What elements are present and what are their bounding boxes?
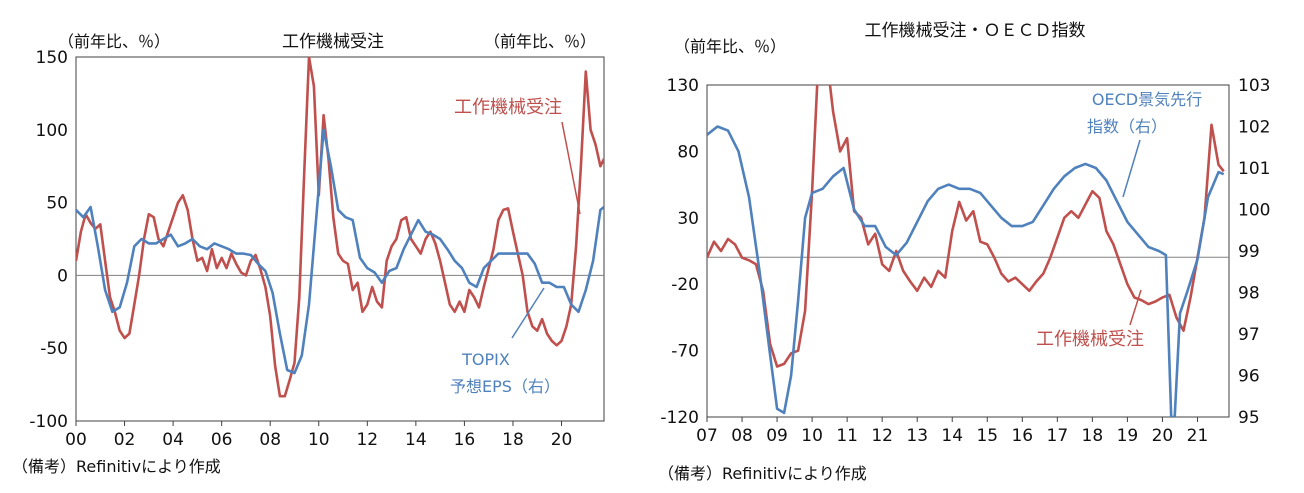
x-tick-label: 18 [502,430,524,450]
series-group [76,57,604,398]
x-tick-label: 21 [1187,426,1209,446]
right-y-tick-label: 102 [1238,118,1270,138]
y-tick-label: -50 [40,339,68,359]
right-axis-unit: （前年比、％） [484,32,596,51]
x-tick-label: 00 [65,430,87,450]
x-tick-label: 09 [766,426,788,446]
left-y-tick-label: -70 [671,342,699,362]
x-tick-label: 19 [1117,426,1139,446]
x-tick-label: 14 [405,430,427,450]
left-y-tick-label: 130 [667,76,699,96]
x-tick-label: 18 [1082,426,1104,446]
y-tick-label: 0 [57,266,68,286]
chart-title: 工作機械受注 [282,32,384,52]
series-line-topix-eps [76,128,604,375]
right-y-tick-label: 97 [1238,325,1260,345]
annotation-pointer-orders [561,121,581,215]
annotation-pointer-oecd [1122,139,1141,198]
annotation-pointer-eps [511,287,545,339]
right-y-tick-label: 100 [1238,201,1270,221]
left-y-tick-label: -120 [660,408,699,428]
right-y-tick-label: 103 [1238,76,1270,96]
left-y-tick-label: 80 [677,142,699,162]
y-tick-label: 150 [36,48,68,68]
x-tick-label: 11 [836,426,858,446]
x-tick-label: 08 [731,426,753,446]
series-line-oecd [707,125,1225,417]
chart-title: 工作機械受注・ＯＥＣＤ指数 [865,21,1086,41]
x-axis-ticks: 00 02 04 06 08 10 12 14 16 18 20 [65,421,572,450]
annotation-machine-tool-orders: 工作機械受注 [1036,329,1144,350]
right-y-tick-label: 99 [1238,242,1260,262]
y-tick-label: -100 [29,412,68,432]
source-note: （備考）Refinitivにより作成 [12,457,221,476]
left-axis-unit: （前年比、％） [674,37,786,56]
left-y-axis-ticks: -120 -70 -20 30 80 130 [660,76,699,428]
x-tick-label: 06 [211,430,233,450]
plot-area-frame [75,56,605,422]
x-tick-label: 17 [1047,426,1069,446]
chart-orders-oecd: -120 -70 -20 30 80 130 95 96 97 98 99 100 101 102 103… [658,21,1270,483]
left-y-tick-label: 30 [677,209,699,229]
annotation-machine-tool-orders: 工作機械受注 [454,97,562,118]
y-tick-label: 100 [36,121,68,141]
x-tick-label: 07 [696,426,718,446]
left-y-tick-label: -20 [671,275,699,295]
x-axis-ticks: 07 08 09 10 11 12 13 14 15 16 17 18 19 20 21 [696,417,1208,446]
right-y-axis-ticks: 95 96 97 98 99 100 101 102 103 [1238,76,1270,428]
x-tick-label: 16 [1011,426,1033,446]
y-axis-ticks: -100 -50 0 50 100 150 [29,48,68,432]
x-tick-label: 08 [259,430,281,450]
annotation-pointer-orders [1129,289,1142,326]
series-group [707,85,1225,417]
x-tick-label: 16 [454,430,476,450]
y-tick-label: 50 [46,194,68,214]
annotation-oecd-right: 指数（右） [1087,117,1167,136]
annotation-eps: 予想EPS（右） [450,377,560,396]
annotation-oecd: OECD景気先行 [1092,90,1202,109]
right-y-tick-label: 95 [1238,408,1260,428]
x-tick-label: 10 [801,426,823,446]
plot-area-frame [706,84,1230,418]
right-y-tick-label: 96 [1238,367,1260,387]
x-tick-label: 13 [906,426,928,446]
source-note: （備考）Refinitivにより作成 [658,464,867,483]
x-tick-label: 02 [114,430,136,450]
x-tick-label: 12 [356,430,378,450]
annotation-topix: TOPIX [461,350,510,369]
x-tick-label: 14 [941,426,963,446]
x-tick-label: 20 [1152,426,1174,446]
x-tick-label: 20 [551,430,573,450]
right-y-tick-label: 98 [1238,284,1260,304]
series-line-orders [76,57,604,398]
x-tick-label: 10 [308,430,330,450]
x-tick-label: 12 [871,426,893,446]
right-y-tick-label: 101 [1238,159,1270,179]
x-tick-label: 04 [162,430,184,450]
left-axis-unit: （前年比、％） [58,32,170,51]
x-tick-label: 15 [976,426,998,446]
